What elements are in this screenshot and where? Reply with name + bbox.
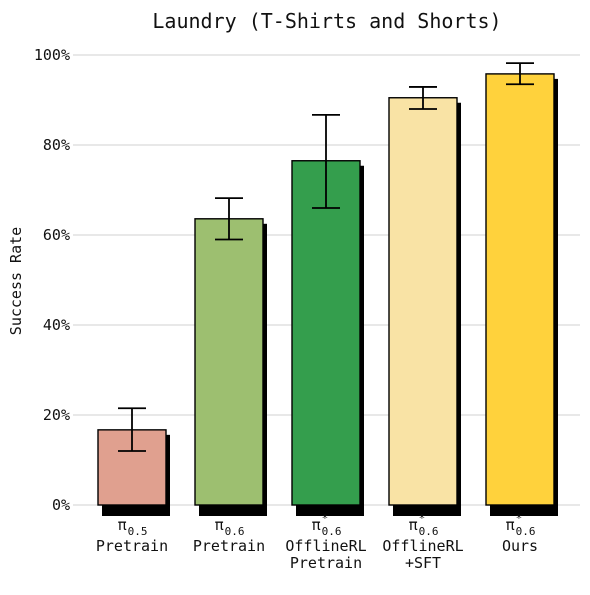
y-tick-label: 80% xyxy=(43,136,70,154)
superscript-star: * xyxy=(516,512,523,525)
bar xyxy=(291,160,361,506)
y-axis-label: Success Rate xyxy=(7,227,25,335)
x-category-text: OfflineRL xyxy=(285,537,366,555)
y-tick-labels: 0% 20% 40% 60% 80% 100% xyxy=(34,46,70,514)
y-tick-label: 0% xyxy=(52,496,70,514)
bar xyxy=(194,218,264,506)
pi-symbol: π xyxy=(312,516,321,534)
superscript-star: * xyxy=(419,512,426,525)
x-category-text: Pretrain xyxy=(193,537,265,555)
subscript-version: 0.6 xyxy=(225,525,245,538)
pi-symbol: π xyxy=(506,516,515,534)
subscript-version: 0.6 xyxy=(322,525,342,538)
x-category-text: Pretrain xyxy=(96,537,168,555)
x-category-text: Pretrain xyxy=(290,554,362,572)
pi-symbol: π xyxy=(409,516,418,534)
x-category-text: OfflineRL xyxy=(382,537,463,555)
x-category-text: Ours xyxy=(502,537,538,555)
chart-title: Laundry (T-Shirts and Shorts) xyxy=(152,9,501,33)
pi-symbol: π xyxy=(215,516,224,534)
x-category-text: +SFT xyxy=(405,554,441,572)
y-tick-label: 100% xyxy=(34,46,70,64)
pi-symbol: π xyxy=(118,516,127,534)
subscript-version: 0.5 xyxy=(128,525,148,538)
superscript-star: * xyxy=(322,512,329,525)
bar xyxy=(388,97,458,506)
y-tick-label: 40% xyxy=(43,316,70,334)
subscript-version: 0.6 xyxy=(516,525,536,538)
y-tick-label: 60% xyxy=(43,226,70,244)
error-bars xyxy=(118,62,534,452)
bars xyxy=(97,73,558,517)
bar xyxy=(485,73,555,506)
subscript-version: 0.6 xyxy=(419,525,439,538)
y-tick-label: 20% xyxy=(43,406,70,424)
